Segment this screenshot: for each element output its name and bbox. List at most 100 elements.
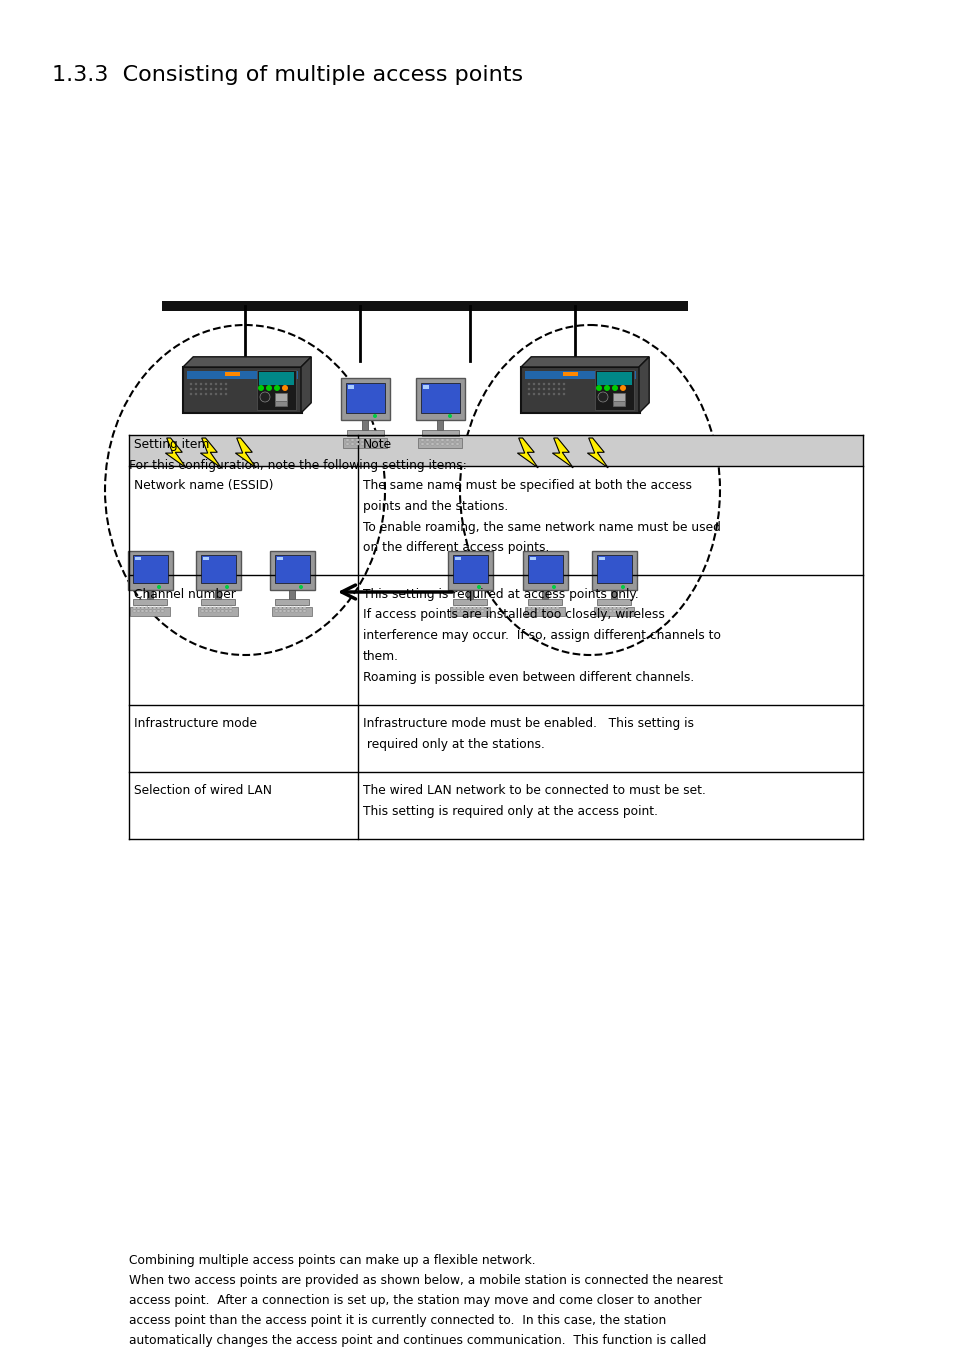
Circle shape [298,585,303,589]
Circle shape [220,382,222,385]
Bar [283,607,286,609]
Bar [351,439,354,440]
Polygon shape [552,438,573,467]
Bar [547,607,551,609]
Bar [453,611,456,612]
Bar [426,443,429,444]
Bar [361,420,368,430]
Circle shape [553,382,555,385]
Bar [278,611,282,612]
Bar [287,611,290,612]
Bar [422,385,429,389]
Circle shape [194,393,196,394]
Bar [539,611,542,612]
Circle shape [553,393,555,394]
Bar [161,611,164,612]
Bar [613,607,616,609]
Circle shape [533,393,535,394]
Text: points and the stations.: points and the stations. [362,500,507,512]
Bar [520,367,639,413]
Bar [530,557,536,561]
Circle shape [225,382,227,385]
Bar [453,555,488,584]
Bar [610,590,617,598]
Polygon shape [235,438,256,467]
Bar [201,598,234,605]
Bar [453,598,486,605]
Text: access point.  After a connection is set up, the station may move and come close: access point. After a connection is set … [129,1294,700,1306]
Bar [152,607,156,609]
Circle shape [562,393,564,394]
Bar [431,439,434,440]
Bar [451,439,454,440]
Bar [351,443,354,444]
Bar [547,611,551,612]
Bar [460,607,463,609]
Bar [480,611,483,612]
Bar [562,372,578,376]
Bar [147,590,152,598]
Bar [464,607,468,609]
Bar [527,607,531,609]
Bar [360,439,364,440]
Circle shape [257,385,264,390]
Bar [469,611,472,612]
Text: Network name (ESSID): Network name (ESSID) [133,478,273,492]
Circle shape [533,382,535,385]
Text: When two access points are provided as shown below, a mobile station is connecte: When two access points are provided as s… [129,1274,722,1286]
Circle shape [205,382,207,385]
Text: on the different access points.: on the different access points. [362,542,549,554]
Bar [128,551,172,590]
Circle shape [562,388,564,390]
Bar [274,393,287,401]
Circle shape [205,393,207,394]
Bar [524,607,564,616]
Bar [157,611,160,612]
Bar [221,607,224,609]
Text: To enable roaming, the same network name must be used: To enable roaming, the same network name… [362,520,720,534]
Bar [346,443,349,444]
Bar [469,607,472,609]
Bar [229,607,232,609]
Circle shape [552,585,556,589]
Bar [556,611,558,612]
Bar [225,372,240,376]
Circle shape [214,388,216,390]
Bar [201,555,235,584]
Circle shape [596,385,601,390]
Bar [298,607,302,609]
Bar [446,439,449,440]
Bar [552,607,555,609]
Bar [161,607,164,609]
Circle shape [448,413,452,417]
Bar [214,590,221,598]
Bar [201,611,204,612]
Bar [132,611,136,612]
Bar [536,607,538,609]
Circle shape [612,385,618,390]
Text: The wired LAN network to be connected to must be set.: The wired LAN network to be connected to… [362,785,705,797]
Polygon shape [165,438,186,467]
Bar [274,611,277,612]
Circle shape [542,388,544,390]
Circle shape [527,393,530,394]
Bar [380,443,384,444]
Bar [157,607,160,609]
Bar [340,378,390,420]
Bar [436,443,438,444]
Bar [276,557,283,561]
Bar [274,555,310,584]
Bar [420,443,423,444]
Bar [541,590,547,598]
Bar [620,607,623,609]
Circle shape [205,388,207,390]
Bar [346,439,349,440]
Bar [225,611,228,612]
Text: them.: them. [362,650,398,663]
Bar [453,607,456,609]
Bar [137,607,140,609]
Bar [371,439,374,440]
Bar [417,438,461,449]
Bar [620,611,623,612]
Bar [274,607,277,609]
